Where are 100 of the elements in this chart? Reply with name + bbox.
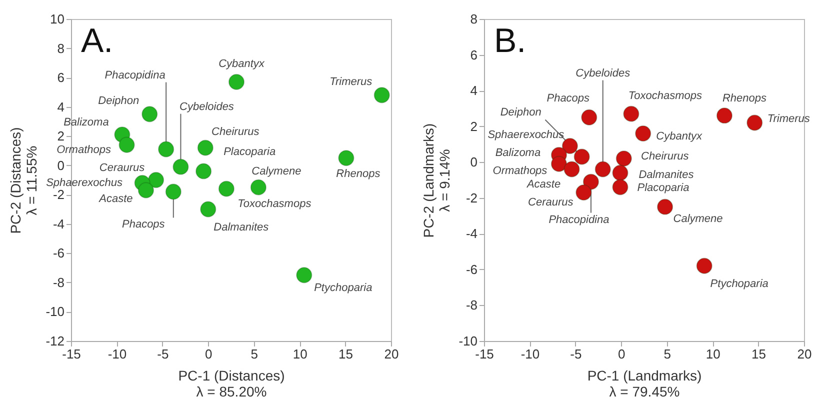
x-axis-title: PC-1 (Distances) λ = 85.20% [178,368,285,400]
annotation: Phacops [546,92,590,104]
y-tick-label: 8 [57,40,64,56]
point [746,114,763,131]
y-tick-label: 6 [57,70,64,86]
x-tick-label: -15 [62,346,81,362]
annotation: Rhenops [722,92,767,105]
annotation: Ptychoparia [710,278,768,290]
point [148,172,164,188]
point [195,163,212,180]
annotation: Phacops [122,218,166,231]
x-tick-label: 5 [250,346,258,362]
annotation: Cybantyx [656,130,703,142]
point [612,179,628,196]
annotation: Ceraurus [99,162,146,174]
y-tick-label: -8 [52,274,64,290]
annotation: Placoparia [224,146,276,158]
y-tick-label: -2 [52,187,64,202]
x-tick-label: -10 [520,346,540,362]
y-axis-title: PC-2 (Landmarks) λ = 9.14% [420,123,453,238]
annotation: Balizoma [64,116,109,129]
annotation: Trimerus [767,112,810,125]
point [197,140,214,156]
y-tick-label: 10 [50,12,64,26]
point [172,158,189,175]
y-tick-label: -12 [46,334,64,348]
annotation: A. [81,22,114,60]
point [158,141,174,158]
annotation: Dalmanites [214,221,270,234]
y-tick-label: 4 [470,83,478,98]
y-tick-label: 6 [470,47,478,62]
annotation: Balizoma [495,146,541,159]
annotation: Ceraurus [528,196,574,209]
x-tick-label: 15 [752,346,766,362]
point [576,184,592,201]
point [623,106,640,122]
point [228,74,245,90]
annotation: Cybeloides [180,100,234,113]
annotation: Ptychoparia [314,282,372,294]
annotation: Ormathops [492,164,548,177]
point [581,109,598,126]
annotation: Dalmanites [638,168,694,181]
annotation: Toxochasmops [628,90,702,102]
y-tick-label: 2 [470,118,478,134]
annotation: Acaste [98,193,133,206]
annotation: Placoparia [637,182,690,194]
x-tick-label: 10 [292,346,308,362]
x-tick-label: -10 [108,346,127,362]
y-tick-label: -6 [466,262,478,277]
x-tick-label: 5 [664,346,671,362]
annotation: B. [494,22,526,60]
y-axis-title: PC-2 (Distances) λ = 11.55% [8,127,40,234]
x-tick-label: 10 [706,346,720,362]
point [696,258,712,274]
point [582,174,600,190]
point [716,108,733,124]
y-tick-label: -6 [52,246,64,261]
annotation: Cybantyx [218,58,265,70]
annotation: Cheirurus [212,126,260,138]
x-tick-label: -15 [475,346,494,362]
point [250,179,267,196]
annotation: Phacopidina [548,214,610,226]
annotation: Toxochasmops [238,198,312,210]
point [338,150,354,166]
point [296,267,312,284]
y-tick-label: -2 [466,190,478,206]
point [138,182,154,198]
point [612,164,628,181]
x-axis-title: PC-1 (Landmarks) λ = 79.45% [587,368,702,400]
x-tick-label: -5 [570,346,582,362]
point [374,87,390,104]
y-tick-label: 4 [57,99,64,114]
point [564,161,580,178]
annotation: Calymene [252,165,302,178]
annotation: Rhenops [336,168,381,180]
point [656,198,674,215]
point [635,125,652,142]
point [200,201,216,218]
y-tick-label: -4 [466,226,478,242]
point [118,136,135,153]
annotation: Cybeloides [576,67,631,80]
y-tick-label: 2 [57,128,64,144]
x-tick-label: 20 [384,346,399,362]
point [616,150,632,167]
annotation: Deiphon [500,106,542,119]
point [218,180,235,197]
y-tick-label: 0 [470,154,478,170]
point [594,161,611,178]
annotation: Phacopidina [104,69,166,82]
y-tick-label: 8 [470,12,478,26]
x-tick-label: 15 [338,346,354,362]
annotation: Acaste [526,178,561,190]
annotation: Cheirurus [641,150,690,163]
point [574,148,590,165]
point [165,184,182,200]
y-tick-label: -10 [458,334,478,348]
point [142,106,158,122]
x-tick-label: -5 [157,346,169,362]
y-tick-label: -4 [52,216,64,232]
y-tick-label: 0 [57,158,64,173]
